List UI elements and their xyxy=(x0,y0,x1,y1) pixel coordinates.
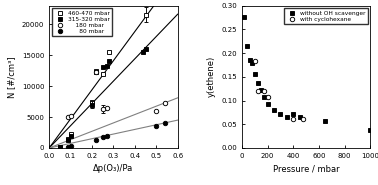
Y-axis label: y(ethene): y(ethene) xyxy=(207,56,216,97)
X-axis label: Δp(O₃)/Pa: Δp(O₃)/Pa xyxy=(93,164,133,173)
Y-axis label: N [#/cm³]: N [#/cm³] xyxy=(7,56,16,98)
Legend: 460-470 mbar, 315-320 mbar,     180 mbar,       80 mbar: 460-470 mbar, 315-320 mbar, 180 mbar, 80… xyxy=(52,9,112,36)
Legend: without OH scavenger, with cyclohexane: without OH scavenger, with cyclohexane xyxy=(284,9,367,24)
X-axis label: Pressure / mbar: Pressure / mbar xyxy=(273,164,339,173)
